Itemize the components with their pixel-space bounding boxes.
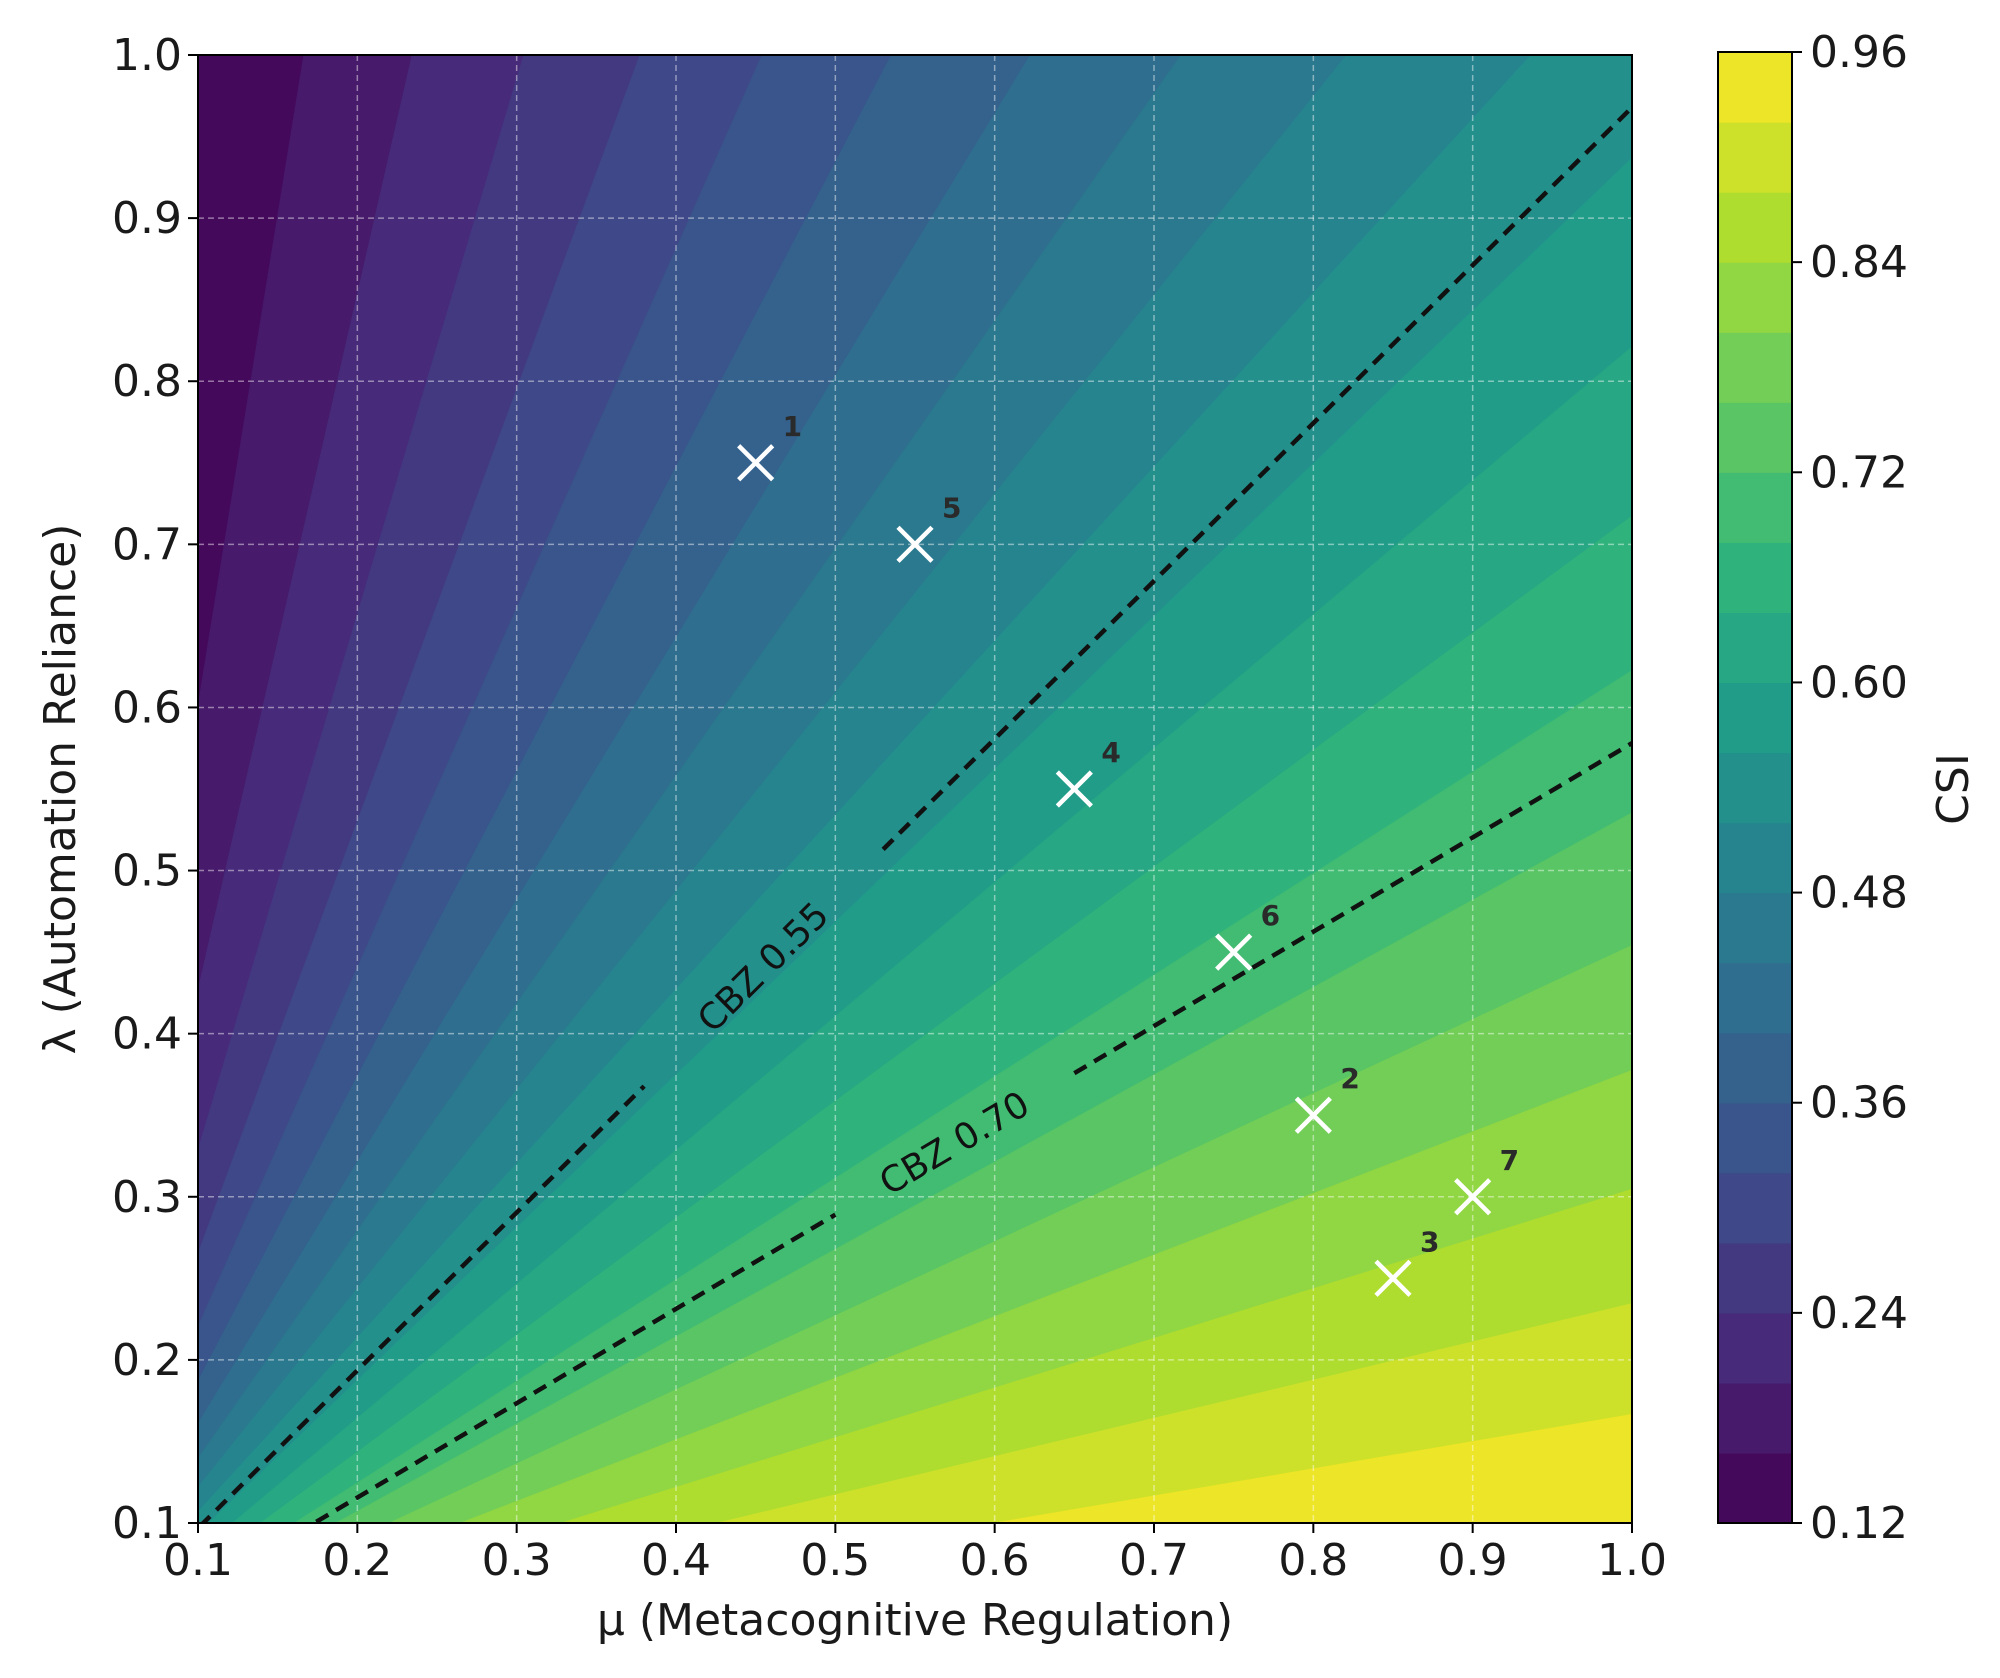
y-tick-label: 0.9	[112, 193, 182, 244]
point-marker-stroke	[1374, 1259, 1412, 1297]
colorbar-tick-label: 0.72	[1810, 447, 1908, 498]
colorbar-band	[1718, 1102, 1792, 1174]
colorbar-tick-label: 0.36	[1810, 1078, 1908, 1129]
x-tick-label: 0.5	[800, 1535, 870, 1586]
cbz-contour-line	[1073, 740, 1632, 1076]
colorbar-band	[1718, 52, 1792, 123]
x-tick-label: 0.1	[163, 1535, 233, 1586]
point-marker	[737, 444, 775, 482]
colorbar-band	[1718, 1382, 1792, 1454]
y-tick-label: 0.8	[112, 356, 182, 407]
point-marker-stroke	[737, 444, 775, 482]
point-marker	[1055, 770, 1093, 808]
point-label: 2	[1340, 1062, 1359, 1095]
y-axis-ticks: 0.1 0.2 0.3 0.4 0.5 0.6 0.7 0.8 0.9 1.0	[112, 30, 198, 1549]
heatmap-bands	[198, 55, 1632, 1523]
point-marker-stroke	[1215, 933, 1253, 971]
point-label: 6	[1261, 899, 1280, 932]
y-tick-label: 0.5	[112, 846, 182, 897]
x-tick-label: 0.3	[482, 1535, 552, 1586]
colorbar-band	[1718, 402, 1792, 473]
colorbar-tick-label: 0.48	[1810, 868, 1908, 919]
point-marker	[1294, 1096, 1332, 1134]
point-marker-stroke	[1454, 1178, 1492, 1216]
x-tick-label: 0.2	[322, 1535, 392, 1586]
colorbar-title: CSI	[1928, 753, 1979, 825]
point-marker	[1215, 933, 1253, 971]
colorbar-band	[1718, 1312, 1792, 1384]
cbz-contour-line	[309, 1212, 837, 1523]
y-tick-label: 0.1	[112, 1498, 182, 1549]
colorbar-tick-label: 0.84	[1810, 237, 1908, 288]
colorbar-band	[1718, 752, 1792, 824]
y-tick-label: 1.0	[112, 30, 182, 81]
colorbar-band	[1718, 962, 1792, 1034]
x-tick-label: 0.4	[641, 1535, 711, 1586]
colorbar-bands	[1718, 52, 1792, 1524]
heatmap-band	[459, 1069, 1632, 1523]
heatmap-band	[293, 670, 1632, 1523]
heatmap-band	[992, 1414, 1632, 1523]
heatmap-band	[388, 944, 1632, 1523]
colorbar-frame	[1717, 51, 1793, 1524]
colorbar-tick-label: 0.96	[1810, 27, 1908, 78]
point-marker	[896, 525, 934, 563]
plot-frame	[197, 54, 1633, 1524]
point-marker-stroke	[1055, 770, 1093, 808]
colorbar: 0.12 0.24 0.36 0.48 0.60 0.72 0.84 0.96 CSI	[1717, 27, 1979, 1549]
y-tick-label: 0.4	[112, 1009, 182, 1060]
heatmap-band	[231, 346, 1632, 1523]
heatmap-band	[198, 55, 1632, 1523]
colorbar-band	[1718, 1172, 1792, 1244]
colorbar-ticks: 0.12 0.24 0.36 0.48 0.60 0.72 0.84 0.96	[1792, 27, 1908, 1549]
point-label: 1	[783, 410, 802, 443]
colorbar-band	[1718, 1242, 1792, 1314]
y-tick-label: 0.7	[112, 519, 182, 570]
colorbar-tick-label: 0.12	[1810, 1498, 1908, 1549]
point-label: 4	[1101, 736, 1120, 769]
colorbar-band	[1718, 682, 1792, 754]
point-marker	[1454, 1178, 1492, 1216]
colorbar-tick-label: 0.24	[1810, 1288, 1908, 1339]
heatmap-band	[260, 515, 1632, 1523]
data-points: 1 2 3 4 5 6 7	[737, 410, 1519, 1297]
y-tick-label: 0.6	[112, 682, 182, 733]
heatmap-band	[560, 1188, 1632, 1523]
point-marker	[1374, 1259, 1412, 1297]
heatmap-band	[716, 1303, 1632, 1523]
heatmap-band	[208, 157, 1632, 1523]
x-axis-title: μ (Metacognitive Regulation)	[597, 1595, 1233, 1646]
heatmap-band	[335, 812, 1632, 1523]
colorbar-band	[1718, 332, 1792, 403]
x-tick-label: 0.7	[1119, 1535, 1189, 1586]
point-label: 3	[1420, 1225, 1439, 1258]
point-label: 5	[942, 491, 961, 524]
colorbar-band	[1718, 472, 1792, 543]
colorbar-band	[1718, 822, 1792, 894]
y-tick-label: 0.2	[112, 1335, 182, 1386]
colorbar-band	[1718, 1032, 1792, 1104]
cbz-contour-line	[200, 1084, 646, 1523]
colorbar-band	[1718, 1452, 1792, 1524]
colorbar-band	[1718, 192, 1792, 263]
colorbar-band	[1718, 612, 1792, 684]
colorbar-band	[1718, 892, 1792, 964]
colorbar-band	[1718, 262, 1792, 333]
x-tick-label: 0.6	[960, 1535, 1030, 1586]
point-label: 7	[1500, 1144, 1519, 1177]
x-tick-label: 0.8	[1278, 1535, 1348, 1586]
y-tick-label: 0.3	[112, 1172, 182, 1223]
x-tick-label: 0.9	[1438, 1535, 1508, 1586]
colorbar-band	[1718, 542, 1792, 613]
colorbar-tick-label: 0.60	[1810, 657, 1908, 708]
x-tick-label: 1.0	[1597, 1535, 1667, 1586]
point-marker-stroke	[1294, 1096, 1332, 1134]
grid-lines	[198, 55, 1632, 1523]
colorbar-band	[1718, 122, 1792, 193]
point-marker-stroke	[896, 525, 934, 563]
y-axis-title: λ (Automation Reliance)	[35, 524, 86, 1055]
x-axis-ticks: 0.1 0.2 0.3 0.4 0.5 0.6 0.7 0.8 0.9 1.0	[163, 1523, 1667, 1586]
